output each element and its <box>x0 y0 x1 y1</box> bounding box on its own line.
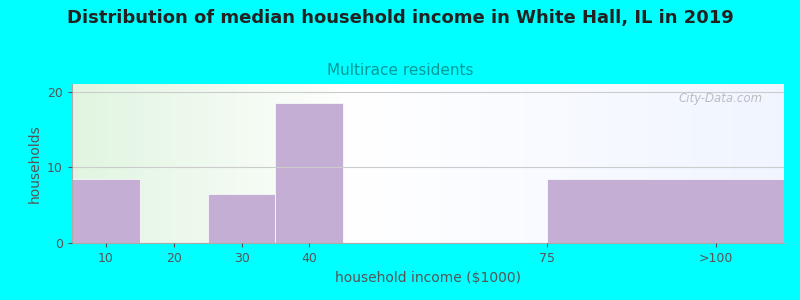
Text: City-Data.com: City-Data.com <box>678 92 762 105</box>
Y-axis label: households: households <box>27 124 42 203</box>
Bar <box>546 178 784 243</box>
Bar <box>72 178 140 243</box>
Bar <box>275 103 343 243</box>
Text: Distribution of median household income in White Hall, IL in 2019: Distribution of median household income … <box>66 9 734 27</box>
Text: Multirace residents: Multirace residents <box>326 63 474 78</box>
Bar <box>208 194 275 243</box>
X-axis label: household income ($1000): household income ($1000) <box>335 271 521 285</box>
